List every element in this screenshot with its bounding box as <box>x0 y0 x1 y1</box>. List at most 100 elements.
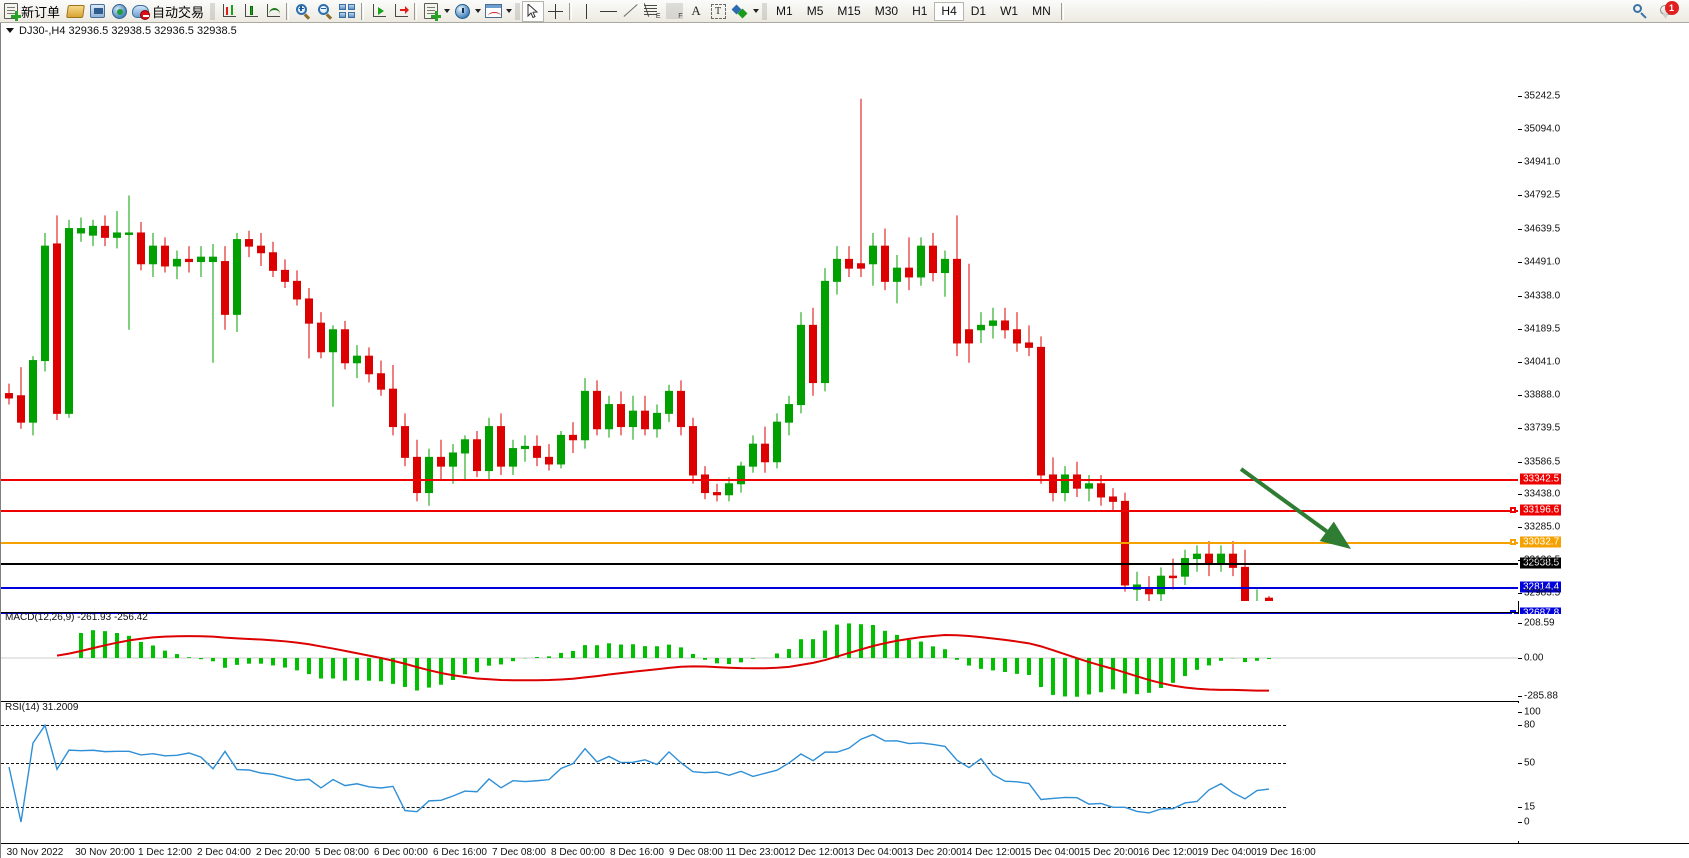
candle <box>497 413 505 475</box>
trendline-button[interactable] <box>619 1 641 22</box>
toolbar-grip[interactable] <box>515 2 521 20</box>
chat-button[interactable]: 1 <box>1657 0 1679 22</box>
rsi-pane[interactable]: RSI(14) 31.2009 100 80 50 15 0 <box>1 702 1689 841</box>
new-order-button[interactable]: 新订单 <box>2 1 64 22</box>
level-line-resistance-lower[interactable] <box>1 510 1518 512</box>
rsi-tick <box>1518 763 1522 764</box>
timeframe-m15[interactable]: M15 <box>837 3 861 18</box>
channel-button[interactable]: F <box>663 1 685 22</box>
candle <box>797 312 805 414</box>
cursor-button[interactable] <box>522 0 545 22</box>
candle <box>329 325 337 407</box>
add-indicator-dropdown-icon[interactable] <box>442 1 451 22</box>
price-pane[interactable]: 33342.5 33196.6 33032.7 32938.5 32814.4 32687… <box>1 39 1689 619</box>
timeframe-d1[interactable]: D1 <box>970 3 987 18</box>
timeframe-h1[interactable]: H1 <box>912 3 928 18</box>
level-price-tag-support-lower[interactable]: 32687.8 <box>1520 607 1562 619</box>
candle <box>545 444 553 471</box>
candle <box>221 246 229 330</box>
price-tick <box>1518 428 1522 429</box>
time-axis-label: 11 Dec 23:00 <box>725 847 785 858</box>
level-price-tag-current-price[interactable]: 32938.5 <box>1520 557 1562 569</box>
price-scale-label: 34338.0 <box>1524 290 1561 302</box>
time-axis-label: 30 Nov 20:00 <box>75 847 135 858</box>
chart-menu-icon[interactable] <box>6 28 14 33</box>
annotation-arrow-layer[interactable] <box>1 39 1518 601</box>
candle <box>77 217 85 242</box>
candle <box>449 444 457 484</box>
price-scale-label: 33438.0 <box>1524 488 1561 500</box>
level-price-tag-pivot-level[interactable]: 33032.7 <box>1520 536 1562 548</box>
candle <box>761 426 769 473</box>
bar-chart-button[interactable] <box>217 1 239 22</box>
level-price-tag-resistance-lower[interactable]: 33196.6 <box>1520 504 1562 516</box>
fibonacci-button[interactable]: E <box>641 1 663 22</box>
new-order-icon <box>4 3 21 21</box>
price-scale-label: 34941.0 <box>1524 156 1561 168</box>
candle <box>833 246 841 295</box>
level-line-support-upper[interactable] <box>1 587 1518 589</box>
candle <box>1241 549 1249 601</box>
terminal-button[interactable] <box>86 1 108 22</box>
search-button[interactable] <box>1629 1 1651 22</box>
add-indicator-button[interactable] <box>420 1 442 22</box>
auto-scroll-button[interactable] <box>389 1 411 22</box>
toolbar-grip[interactable] <box>210 2 216 20</box>
shapes-dropdown-icon[interactable] <box>751 1 760 22</box>
price-tick <box>1518 494 1522 495</box>
macd-signal-line <box>56 634 1270 692</box>
candle <box>689 417 697 484</box>
horizontal-line-button[interactable] <box>597 1 619 22</box>
text-label-button[interactable]: T <box>707 1 729 22</box>
autotrading-button[interactable]: 自动交易 <box>130 1 208 22</box>
crosshair-button[interactable] <box>544 1 566 22</box>
level-price-tag-resistance-upper[interactable]: 33342.5 <box>1520 473 1562 485</box>
zoom-out-icon <box>317 3 333 19</box>
shapes-button[interactable] <box>729 1 751 22</box>
line-chart-button[interactable] <box>261 1 283 22</box>
candle <box>581 378 589 449</box>
level-line-pivot-level[interactable] <box>1 542 1518 544</box>
candle <box>5 383 13 405</box>
macd-pane[interactable]: MACD(12,26,9) -261.93 -256.42 208.59 0.00… <box>1 612 1689 702</box>
folder-icon <box>65 4 85 18</box>
signals-button[interactable] <box>108 1 130 22</box>
timeframe-m5[interactable]: M5 <box>806 3 824 18</box>
candlestick-chart-button[interactable] <box>239 1 261 22</box>
timeframe-mn[interactable]: MN <box>1032 3 1051 18</box>
templates-button[interactable] <box>482 1 504 22</box>
rsi-tick <box>1518 712 1522 713</box>
tile-windows-button[interactable] <box>336 1 358 22</box>
candle <box>653 404 661 438</box>
price-tick <box>1518 527 1522 528</box>
chart-window[interactable]: DJ30-,H4 32936.5 32938.5 32936.5 32938.5… <box>0 23 1689 858</box>
period-button[interactable] <box>451 1 473 22</box>
downtrend-arrow[interactable] <box>1239 467 1351 549</box>
candle <box>65 219 73 418</box>
zoom-in-button[interactable] <box>292 1 314 22</box>
vertical-line-button[interactable] <box>575 1 597 22</box>
timeframe-w1[interactable]: W1 <box>1000 3 1019 18</box>
chart-shift-button[interactable] <box>367 1 389 22</box>
level-line-resistance-upper[interactable] <box>1 479 1518 481</box>
timeframe-m30[interactable]: M30 <box>874 3 899 18</box>
timeframe-m1[interactable]: M1 <box>776 3 793 18</box>
zoom-out-button[interactable] <box>314 1 336 22</box>
candle <box>1037 336 1045 484</box>
period-dropdown-icon[interactable] <box>473 1 482 22</box>
level-handle-pivot-level[interactable] <box>1510 539 1516 545</box>
time-axis[interactable]: 30 Nov 2022 30 Nov 20:00 1 Dec 12:00 2 Dec … <box>1 843 1689 858</box>
price-scale-label: 35094.0 <box>1524 123 1561 135</box>
candle <box>185 246 193 273</box>
time-axis-label: 30 Nov 2022 <box>6 847 64 858</box>
folder-button[interactable] <box>64 1 86 22</box>
timeframe-h4[interactable]: H4 <box>934 1 964 21</box>
templates-dropdown-icon[interactable] <box>504 1 513 22</box>
templates-icon <box>484 4 502 18</box>
toolbar-grip[interactable] <box>762 2 768 20</box>
level-handle-resistance-lower[interactable] <box>1510 507 1516 513</box>
level-price-tag-support-upper[interactable]: 32814.4 <box>1520 581 1562 593</box>
level-line-current-price[interactable] <box>1 563 1518 565</box>
cursor-icon <box>527 3 540 19</box>
text-button[interactable]: A <box>685 1 707 22</box>
